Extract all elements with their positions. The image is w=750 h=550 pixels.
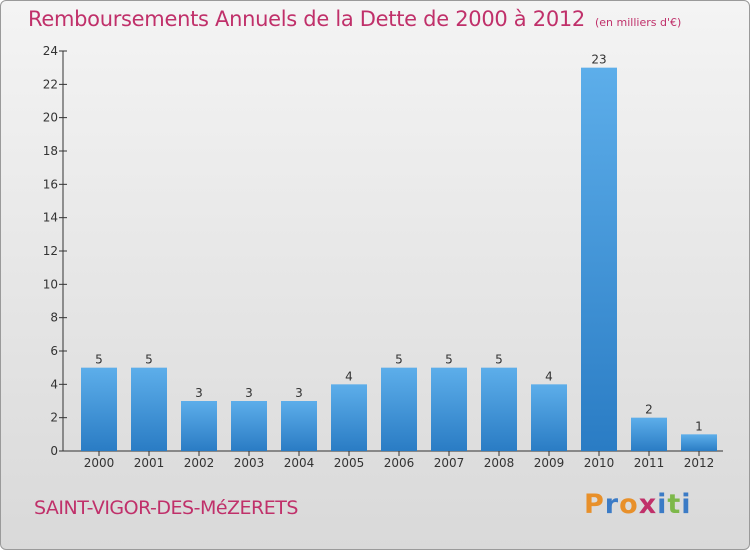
logo-letter: i [681, 489, 692, 520]
data-label-2012: 1 [695, 419, 703, 433]
x-tick-label-2001: 2001 [134, 456, 165, 470]
y-tick-label: 20 [43, 111, 58, 125]
bar-2002 [181, 401, 217, 451]
data-label-2011: 2 [645, 403, 653, 417]
x-tick-label-2003: 2003 [234, 456, 265, 470]
bar-2009 [531, 384, 567, 451]
chart-title: Remboursements Annuels de la Dette de 20… [28, 7, 681, 31]
x-tick-label-2002: 2002 [184, 456, 215, 470]
bar-2011 [631, 417, 667, 451]
bar-2000 [81, 367, 117, 451]
chart-unit-label: (en milliers d'€) [595, 16, 682, 29]
x-tick-label-2006: 2006 [384, 456, 415, 470]
y-tick-label: 6 [50, 344, 58, 358]
bar-2005 [331, 384, 367, 451]
x-tick-label-2007: 2007 [434, 456, 465, 470]
data-label-2009: 4 [545, 369, 553, 383]
y-tick-label: 16 [43, 177, 58, 191]
logo-letter: o [619, 489, 639, 520]
proxiti-logo[interactable]: Proxiti [584, 489, 692, 520]
commune-name: SAINT-VIGOR-DES-MéZERETS [34, 497, 298, 519]
x-tick-label-2004: 2004 [284, 456, 315, 470]
y-tick-label: 12 [43, 244, 58, 258]
bar-2001 [131, 367, 167, 451]
data-label-2000: 5 [95, 353, 103, 367]
logo-letter: P [584, 489, 605, 520]
data-label-2008: 5 [495, 353, 503, 367]
bar-2007 [431, 367, 467, 451]
y-tick-label: 14 [43, 211, 58, 225]
data-label-2007: 5 [445, 353, 453, 367]
bar-2006 [381, 367, 417, 451]
logo-letter: r [604, 489, 620, 520]
x-tick-label-2000: 2000 [84, 456, 115, 470]
y-tick-label: 4 [50, 377, 58, 391]
y-tick-label: 18 [43, 144, 58, 158]
data-label-2006: 5 [395, 353, 403, 367]
data-label-2001: 5 [145, 353, 153, 367]
x-tick-label-2012: 2012 [684, 456, 715, 470]
y-tick-label: 22 [43, 77, 58, 91]
data-label-2002: 3 [195, 386, 203, 400]
x-tick-label-2010: 2010 [584, 456, 615, 470]
data-label-2003: 3 [245, 386, 253, 400]
chart-bars: 5 5 3 3 3 4 5 5 5 4 23 2 1 [81, 53, 717, 452]
x-tick-label-2005: 2005 [334, 456, 365, 470]
y-tick-label: 0 [50, 444, 58, 458]
logo-letter: t [667, 489, 682, 520]
logo-letter: i [657, 489, 668, 520]
data-label-2005: 4 [345, 369, 353, 383]
x-tick-label-2009: 2009 [534, 456, 565, 470]
y-tick-label: 2 [50, 411, 58, 425]
bar-2012 [681, 434, 717, 451]
logo-letter: x [638, 489, 658, 520]
bar-2003 [231, 401, 267, 451]
bar-2010 [581, 67, 617, 452]
bar-2004 [281, 401, 317, 451]
y-tick-label: 24 [43, 44, 58, 58]
x-tick-label-2011: 2011 [634, 456, 665, 470]
data-label-2010: 23 [591, 53, 606, 67]
x-tick-label-2008: 2008 [484, 456, 515, 470]
y-tick-label: 8 [50, 311, 58, 325]
chart-title-text: Remboursements Annuels de la Dette de 20… [28, 7, 585, 31]
bar-2008 [481, 367, 517, 451]
data-label-2004: 3 [295, 386, 303, 400]
y-tick-label: 10 [43, 277, 58, 291]
